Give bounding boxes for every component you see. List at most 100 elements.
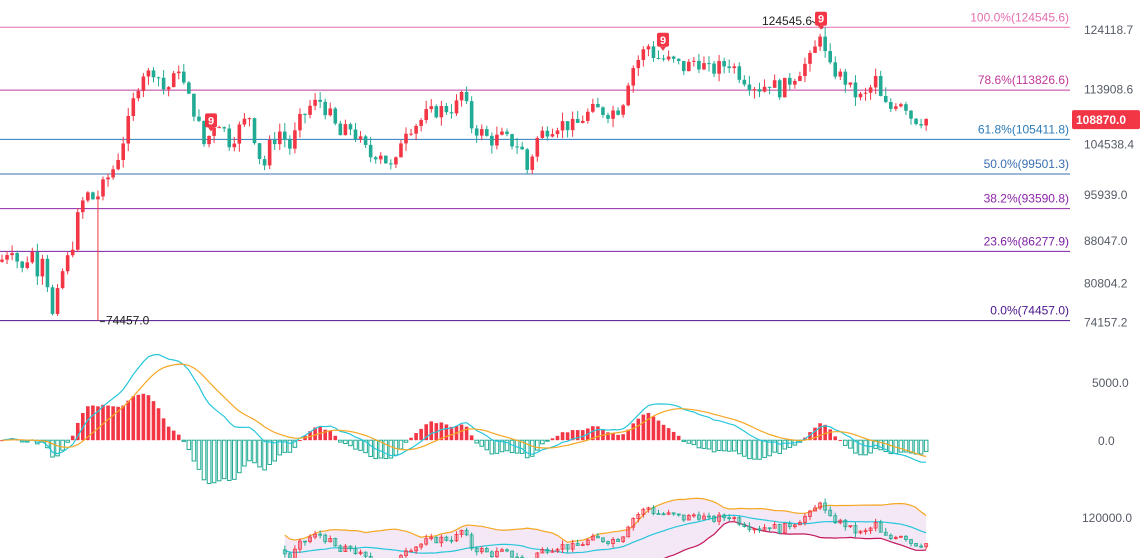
macd-hist-138 xyxy=(696,439,702,449)
boll-candle-body-127 xyxy=(641,508,646,515)
boll-candle-body-123 xyxy=(621,536,626,542)
boll-candle-body-132 xyxy=(666,512,671,515)
macd-hist-103 xyxy=(519,439,525,454)
price-tick-1: 113908.6 xyxy=(1084,83,1133,97)
candle-body-49 xyxy=(247,118,252,120)
boll-candle-body-95 xyxy=(479,548,484,553)
macd-hist-132 xyxy=(666,428,671,441)
candle-body-55 xyxy=(277,131,282,145)
macd-hist-77 xyxy=(388,439,394,459)
macd-hist-140 xyxy=(706,439,712,450)
candle-body-181 xyxy=(914,118,918,125)
candle-body-58 xyxy=(293,130,297,149)
candle-body-60 xyxy=(303,113,307,115)
candle-body-17 xyxy=(86,192,90,201)
candle-body-133 xyxy=(671,56,676,59)
candle-body-135 xyxy=(681,60,686,72)
macd-hist-114 xyxy=(575,430,580,441)
boll-candle-body-80 xyxy=(404,550,408,557)
candle-body-61 xyxy=(308,105,312,115)
boll-candle-body-171 xyxy=(863,530,868,533)
boll-candle-body-69 xyxy=(348,545,353,550)
candle-body-56 xyxy=(283,131,287,140)
macd-hist-48 xyxy=(242,439,247,467)
boll-candle-body-110 xyxy=(555,548,560,552)
macd-hist-179 xyxy=(903,439,909,453)
boll-candle-body-155 xyxy=(782,522,787,534)
macd-hist-171 xyxy=(863,439,868,456)
candle-body-101 xyxy=(510,134,514,147)
macd-hist-36 xyxy=(181,439,187,442)
candle-body-131 xyxy=(661,58,666,60)
macd-zero-tick: 0.0 xyxy=(1098,434,1115,448)
macd-hist-35 xyxy=(176,434,181,441)
boll-candle-body-63 xyxy=(318,533,323,536)
candle-body-121 xyxy=(611,110,615,119)
macd-hist-125 xyxy=(631,423,636,441)
candle-body-173 xyxy=(873,75,878,88)
macd-hist-49 xyxy=(247,439,252,462)
macd-hist-137 xyxy=(691,439,697,446)
boll-candle-body-82 xyxy=(414,546,419,552)
candle-body-117 xyxy=(591,103,595,112)
candle-body-113 xyxy=(570,118,575,131)
boll-candle-body-126 xyxy=(636,514,641,519)
candle-body-3 xyxy=(15,253,19,262)
boll-candle-body-99 xyxy=(500,549,504,552)
boll-candle-body-178 xyxy=(899,535,903,538)
macd-hist-98 xyxy=(494,439,500,454)
candle-body-32 xyxy=(161,77,166,90)
candle-body-178 xyxy=(899,104,903,107)
boll-candle-body-107 xyxy=(540,548,545,554)
macd-hist-122 xyxy=(616,434,620,441)
macd-hist-120 xyxy=(606,432,610,441)
boll-candle-body-151 xyxy=(762,527,767,531)
bollinger-lower-line xyxy=(501,521,927,558)
macd-hist-106 xyxy=(535,439,540,451)
macd-hist-126 xyxy=(636,418,641,441)
boll-candle-body-161 xyxy=(813,507,817,512)
fib-label-0: 100.0%(124545.6) xyxy=(970,10,1069,24)
macd-hist-161 xyxy=(813,427,817,441)
macd-hist-124 xyxy=(626,429,630,441)
boll-candle-body-177 xyxy=(893,536,898,539)
candle-body-111 xyxy=(560,121,565,131)
macd-hist-82 xyxy=(414,433,418,441)
candle-body-33 xyxy=(166,87,171,90)
candle-body-180 xyxy=(909,110,913,119)
boll-candle-body-71 xyxy=(358,551,363,554)
candle-body-66 xyxy=(333,108,338,124)
boll-candle-body-137 xyxy=(691,514,696,517)
candle-body-105 xyxy=(530,156,535,170)
boll-candle-body-70 xyxy=(353,548,358,554)
candle-body-123 xyxy=(621,105,625,115)
boll-candle-body-115 xyxy=(580,544,585,546)
boll-candle-body-93 xyxy=(469,534,474,549)
macd-hist-148 xyxy=(747,439,752,460)
boll-candle-body-86 xyxy=(434,536,439,544)
candle-body-109 xyxy=(550,134,555,137)
candle-body-122 xyxy=(616,110,620,115)
boll-candle-body-182 xyxy=(919,545,923,548)
candle-body-126 xyxy=(636,59,641,69)
macd-hist-136 xyxy=(686,439,692,444)
candle-body-107 xyxy=(540,130,545,139)
candle-body-138 xyxy=(697,60,701,70)
boll-candle-body-163 xyxy=(823,502,828,511)
macd-hist-59 xyxy=(298,440,302,442)
candle-body-9 xyxy=(45,258,50,288)
boll-candle-body-129 xyxy=(651,507,656,514)
boll-candle-body-94 xyxy=(474,547,479,553)
boll-candle-body-149 xyxy=(752,528,757,531)
macd-hist-33 xyxy=(166,426,171,441)
boll-candle-body-117 xyxy=(590,535,595,541)
macd-hist-66 xyxy=(333,435,338,441)
candle-body-177 xyxy=(894,106,898,109)
macd-hist-83 xyxy=(419,428,423,441)
macd-hist-100 xyxy=(504,439,510,452)
macd-hist-84 xyxy=(424,424,428,441)
candle-body-144 xyxy=(727,66,731,69)
macd-hist-162 xyxy=(818,423,822,441)
boll-candle-body-97 xyxy=(489,551,494,558)
